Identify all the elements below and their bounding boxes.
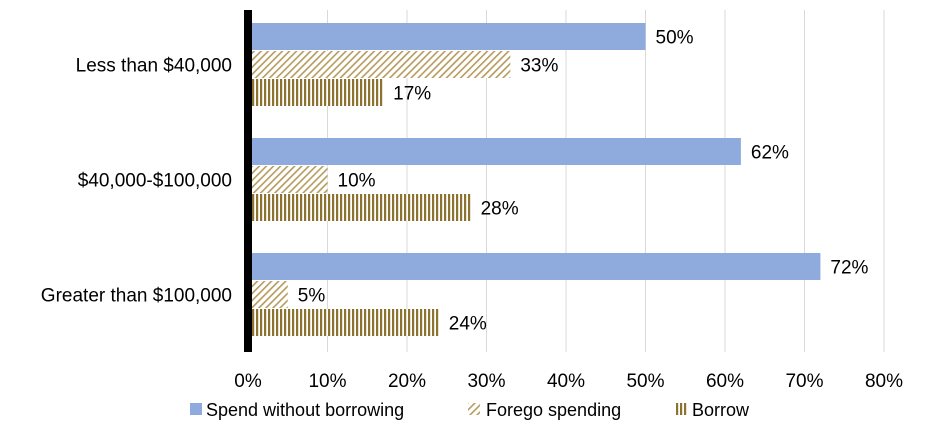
x-tick-label: 20% [388, 371, 426, 392]
category-label: Greater than $100,000 [41, 286, 232, 307]
bars [248, 23, 821, 336]
x-tick-label: 60% [706, 371, 744, 392]
legend-swatch [190, 403, 202, 415]
x-tick-label: 80% [865, 371, 903, 392]
bar-borrow [248, 194, 471, 221]
data-label: 28% [481, 199, 519, 220]
legend: Spend without borrowing Forego spending Bo… [190, 400, 750, 420]
x-tick-label: 10% [308, 371, 346, 392]
data-label: 33% [520, 56, 558, 77]
legend-label: Borrow [692, 400, 750, 420]
bar-spend-without-borrowing [248, 253, 821, 280]
category-label: $40,000-$100,000 [78, 171, 232, 192]
legend-label: Forego spending [486, 400, 621, 420]
bar-spend-without-borrowing [248, 138, 741, 165]
bar-forego-spending [248, 281, 288, 308]
bar-forego-spending [248, 166, 328, 193]
data-labels: 50% 33% 17% 62% 10% 28% 72% 5% 24% [298, 28, 869, 335]
category-label: Less than $40,000 [76, 56, 232, 77]
data-label: 10% [338, 171, 376, 192]
legend-swatch [468, 403, 480, 415]
data-label: 72% [830, 258, 868, 279]
bar-borrow [248, 309, 439, 336]
data-label: 5% [298, 286, 326, 307]
bar-borrow [248, 79, 384, 106]
data-label: 17% [393, 84, 431, 105]
x-tick-label: 0% [234, 371, 262, 392]
bar-spend-without-borrowing [248, 23, 646, 50]
bar-forego-spending [248, 51, 511, 78]
legend-label: Spend without borrowing [206, 400, 404, 420]
x-tick-label: 30% [467, 371, 505, 392]
data-label: 24% [449, 314, 487, 335]
x-tick-label: 50% [626, 371, 664, 392]
data-label: 50% [656, 28, 694, 49]
x-tick-label: 40% [547, 371, 585, 392]
legend-swatch [676, 403, 688, 415]
data-label: 62% [751, 143, 789, 164]
x-tick-label: 70% [785, 371, 823, 392]
axes: 0% 10% 20% 30% 40% 50% 60% 70% 80% Less than $40,… [41, 10, 903, 392]
